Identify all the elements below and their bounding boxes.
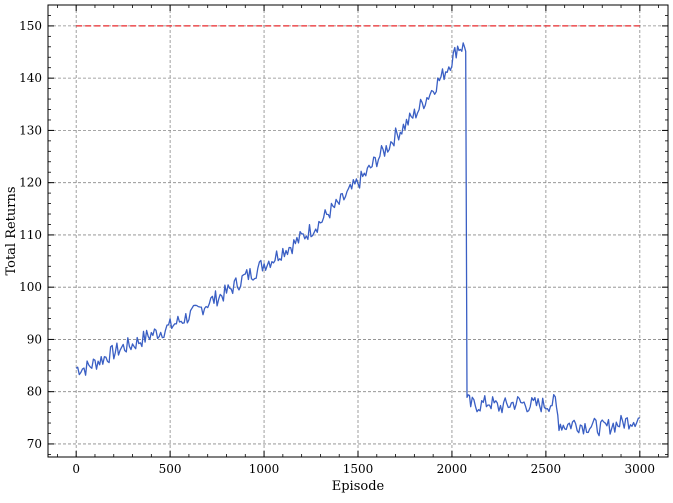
- y-tick-label: 100: [19, 280, 42, 294]
- x-tick-label: 2500: [531, 462, 562, 476]
- grid: [48, 5, 668, 457]
- y-tick-label: 70: [27, 437, 42, 451]
- x-tick-label: 3000: [625, 462, 656, 476]
- x-axis-label: Episode: [332, 479, 385, 494]
- y-tick-label: 90: [27, 332, 42, 346]
- x-tick-label: 1000: [249, 462, 280, 476]
- total-returns-line: [75, 42, 641, 437]
- y-tick-label: 140: [19, 71, 42, 85]
- x-tick-label: 1500: [343, 462, 374, 476]
- x-tick-label: 2000: [437, 462, 468, 476]
- x-tick-label: 500: [159, 462, 182, 476]
- series-layer: [75, 25, 641, 437]
- x-tick-label: 0: [72, 462, 80, 476]
- y-tick-label: 80: [27, 385, 42, 399]
- tick-labels: 0 500 1000 1500 2000 2500 3000 70 80 90 100 110 120 1…: [19, 19, 655, 476]
- y-tick-label: 150: [19, 19, 42, 33]
- y-tick-label: 130: [19, 123, 42, 137]
- y-axis-label: Total Returns: [4, 186, 19, 275]
- y-tick-label: 120: [19, 176, 42, 190]
- y-tick-label: 110: [19, 228, 42, 242]
- ticks: [48, 4, 668, 457]
